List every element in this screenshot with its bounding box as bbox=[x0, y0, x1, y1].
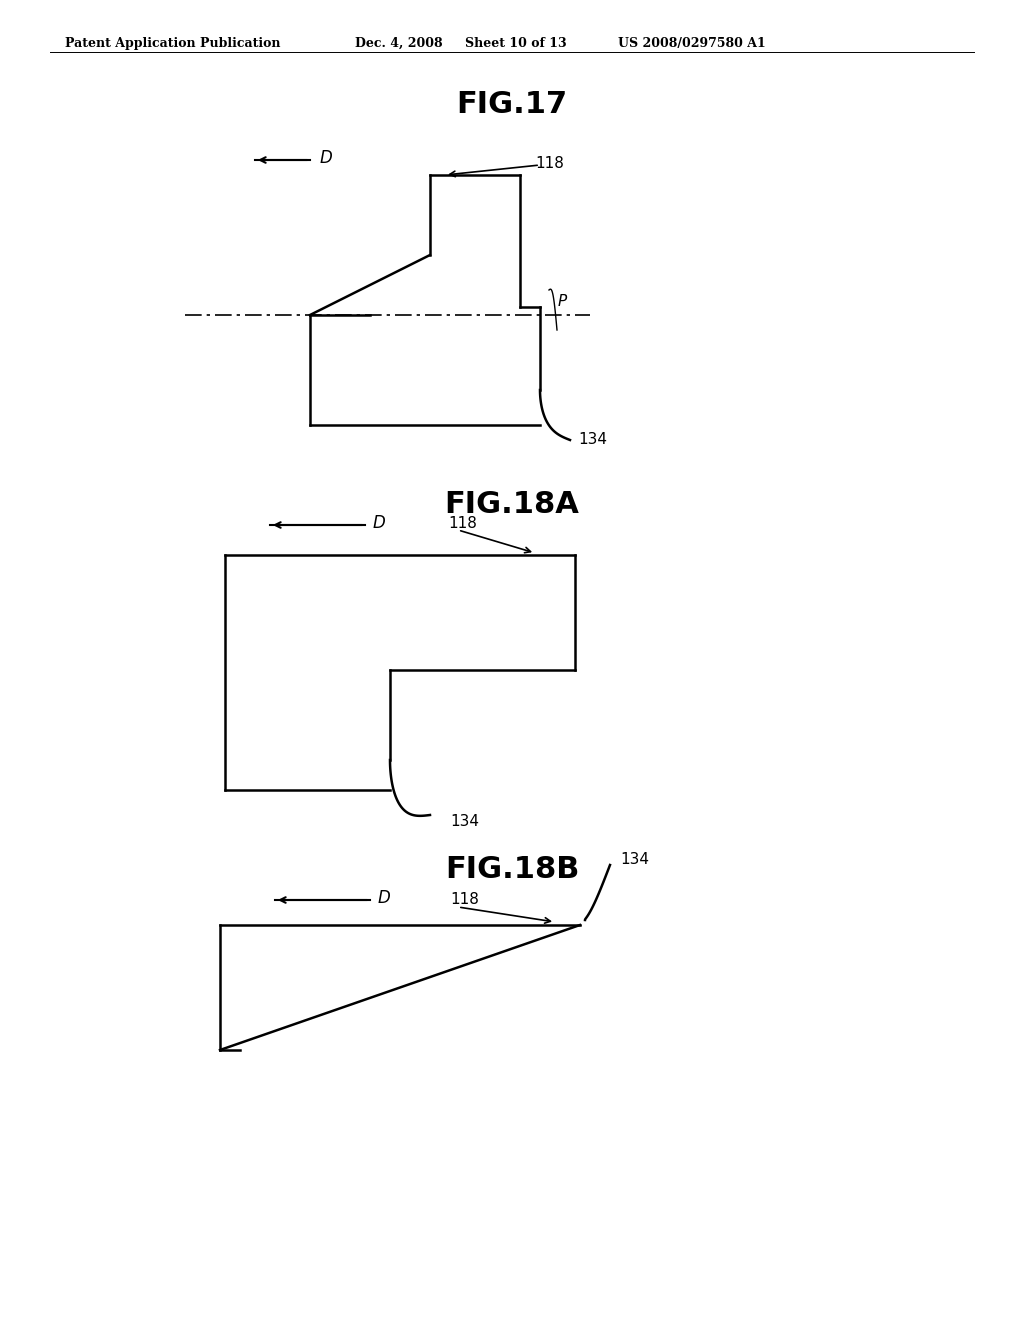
Text: D: D bbox=[378, 888, 391, 907]
Text: FIG.18B: FIG.18B bbox=[444, 855, 580, 884]
Text: FIG.17: FIG.17 bbox=[457, 90, 567, 119]
Text: P: P bbox=[558, 294, 567, 309]
Text: 134: 134 bbox=[620, 853, 649, 867]
Text: US 2008/0297580 A1: US 2008/0297580 A1 bbox=[618, 37, 766, 50]
Text: 134: 134 bbox=[578, 433, 607, 447]
Text: 118: 118 bbox=[535, 156, 564, 170]
Text: 118: 118 bbox=[450, 892, 479, 908]
Text: FIG.18A: FIG.18A bbox=[444, 490, 580, 519]
Text: 134: 134 bbox=[450, 814, 479, 829]
Text: D: D bbox=[319, 149, 333, 168]
Text: D: D bbox=[373, 513, 386, 532]
Text: 118: 118 bbox=[449, 516, 477, 531]
Text: Patent Application Publication: Patent Application Publication bbox=[65, 37, 281, 50]
Text: Sheet 10 of 13: Sheet 10 of 13 bbox=[465, 37, 566, 50]
Text: Dec. 4, 2008: Dec. 4, 2008 bbox=[355, 37, 442, 50]
